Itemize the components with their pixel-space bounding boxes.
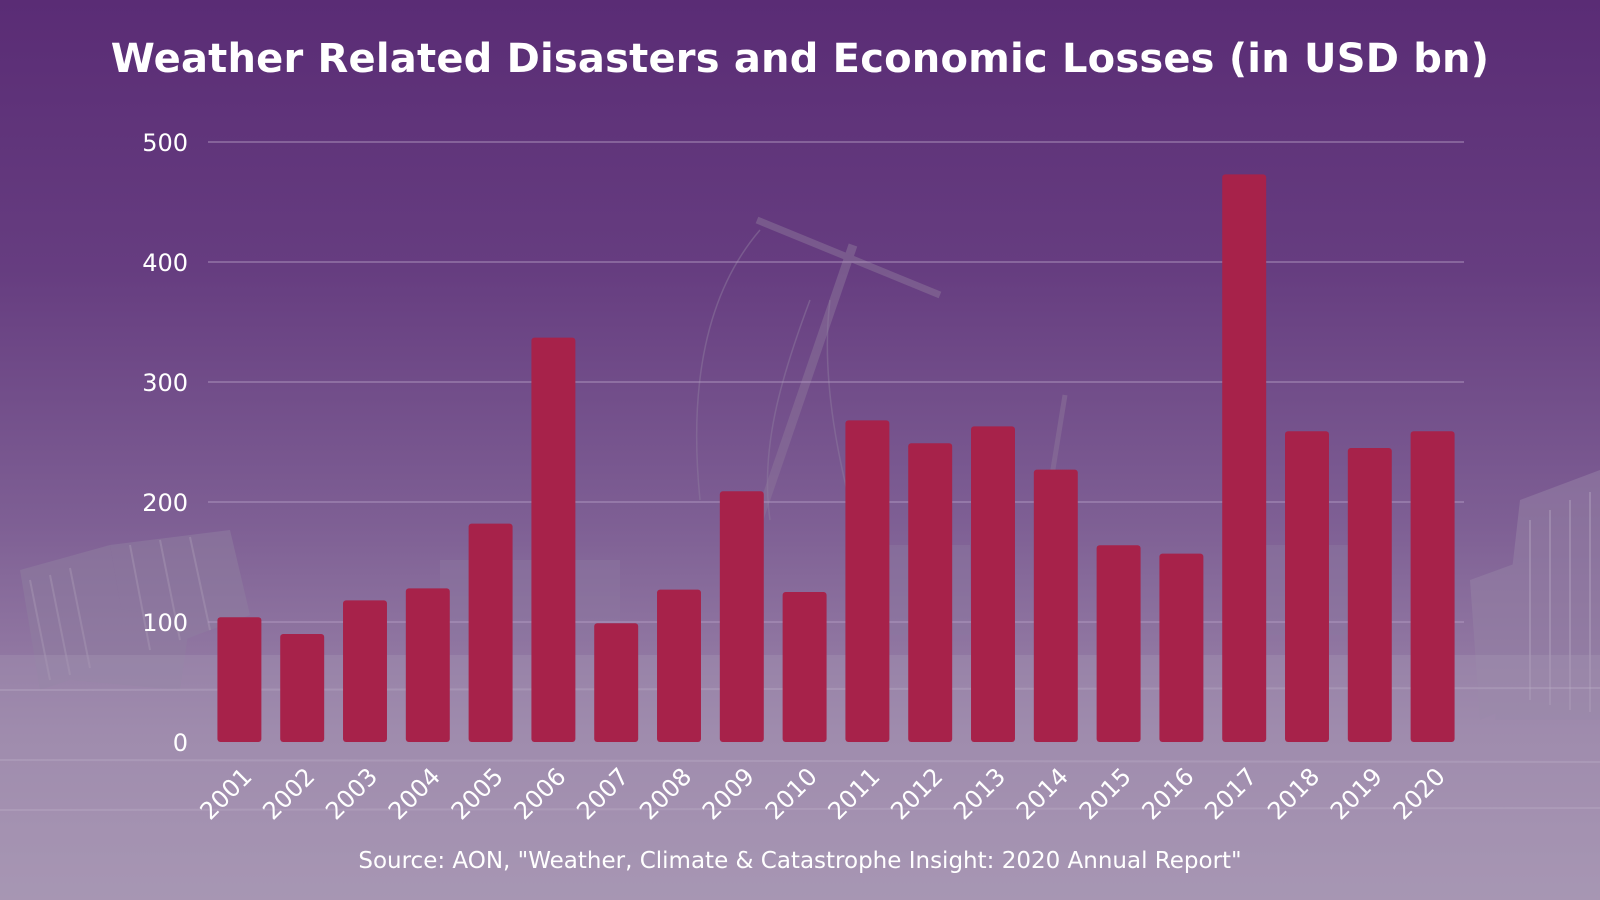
y-tick-label: 100 (142, 609, 188, 637)
bar-2004 (405, 588, 450, 742)
x-tick-label: 2002 (257, 762, 320, 825)
x-tick-label: 2005 (446, 762, 509, 825)
source-note: Source: AON, "Weather, Climate & Catastr… (358, 848, 1242, 874)
x-tick-label: 2016 (1137, 762, 1200, 825)
bar-2011 (845, 420, 890, 742)
bar-2007 (594, 623, 639, 742)
x-tick-label: 2019 (1325, 762, 1388, 825)
x-tick-label: 2012 (885, 762, 948, 825)
y-axis-ticks: 0 100 200 300 400 500 (142, 129, 188, 757)
gridlines (208, 141, 1464, 623)
x-tick-label: 2013 (948, 762, 1011, 825)
bar-2001 (217, 617, 262, 742)
x-tick-label: 2017 (1199, 762, 1262, 825)
bar-2009 (719, 491, 764, 742)
bar-2003 (343, 600, 387, 742)
bar-2005 (468, 523, 513, 742)
x-tick-label: 2007 (571, 762, 634, 825)
x-tick-label: 2018 (1262, 762, 1325, 825)
x-tick-label: 2003 (320, 762, 383, 825)
bar-2015 (1096, 545, 1141, 742)
x-tick-label: 2020 (1388, 762, 1451, 825)
y-tick-label: 0 (173, 729, 188, 757)
bar-2020 (1410, 431, 1455, 742)
y-tick-label: 500 (142, 129, 188, 157)
bar-2006 (531, 337, 576, 742)
x-tick-label: 2008 (634, 762, 697, 825)
bar-2010 (782, 592, 827, 742)
x-tick-label: 2001 (195, 762, 258, 825)
bar-2019 (1347, 448, 1392, 742)
bars (217, 174, 1455, 742)
bar-2012 (908, 443, 953, 742)
bar-2017 (1222, 174, 1267, 742)
x-tick-label: 2009 (697, 762, 760, 825)
y-tick-label: 200 (142, 489, 188, 517)
x-tick-label: 2011 (823, 762, 886, 825)
chart-title: Weather Related Disasters and Economic L… (110, 36, 1490, 82)
bar-2013 (971, 426, 1015, 742)
bar-2018 (1285, 431, 1329, 742)
bar-2014 (1033, 469, 1078, 742)
y-tick-label: 300 (142, 369, 188, 397)
x-tick-label: 2010 (760, 762, 823, 825)
bar-2016 (1159, 553, 1204, 742)
x-tick-label: 2006 (509, 762, 572, 825)
x-tick-label: 2004 (383, 762, 446, 825)
bar-2008 (657, 589, 701, 742)
bar-2002 (280, 634, 325, 742)
y-tick-label: 400 (142, 249, 188, 277)
x-axis-ticks: 2001 2002 2003 2004 2005 2006 2007 2008 2009 2010… (195, 762, 1451, 825)
x-tick-label: 2014 (1011, 762, 1074, 825)
x-tick-label: 2015 (1074, 762, 1137, 825)
